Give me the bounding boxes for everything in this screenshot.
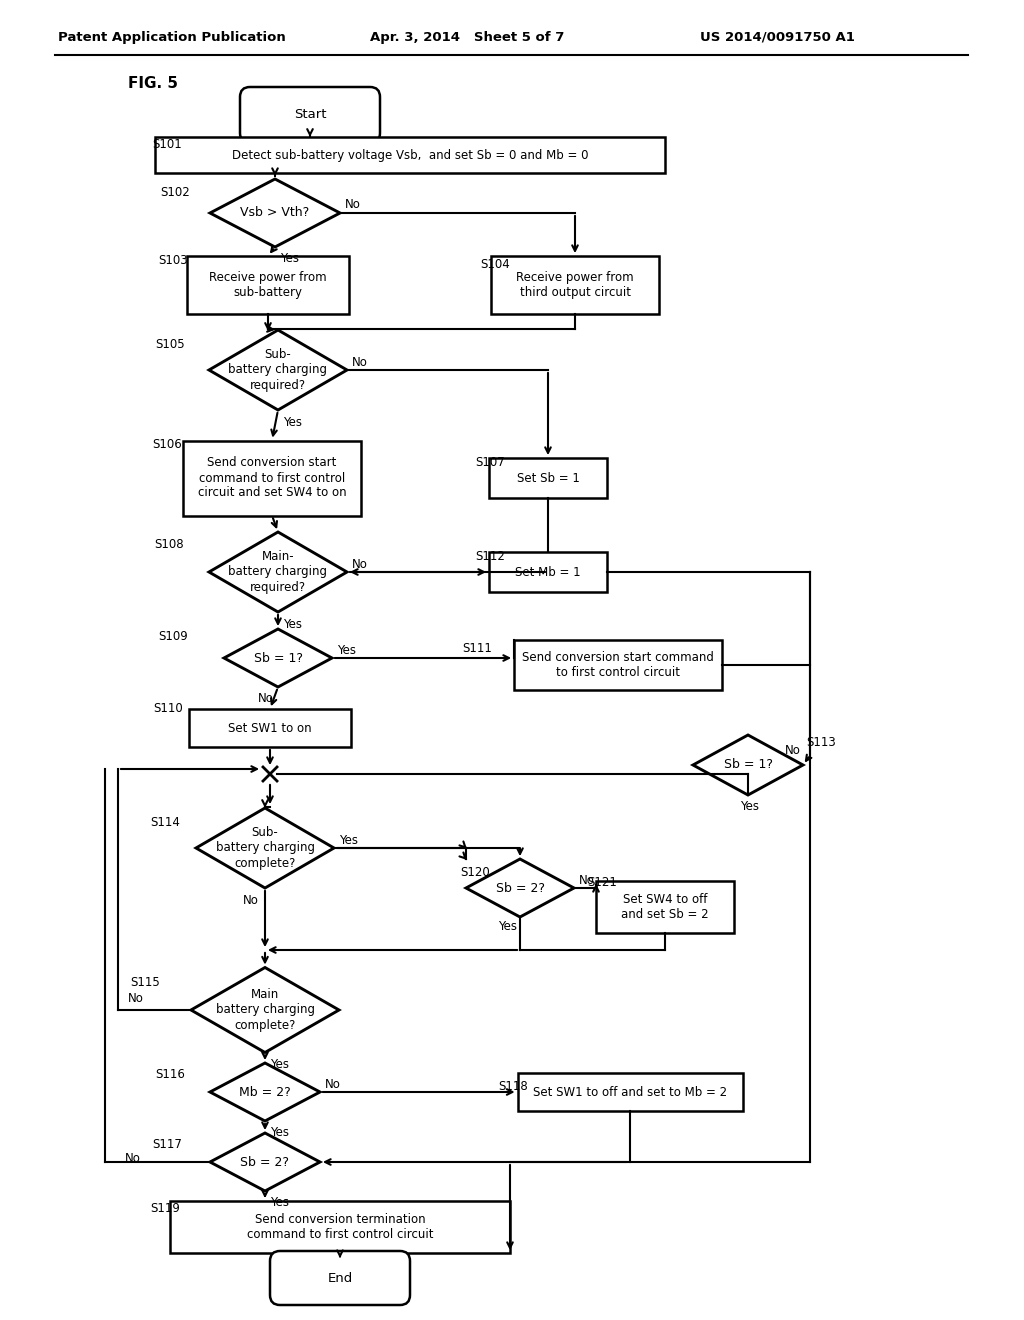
Text: S105: S105 [155, 338, 184, 351]
Polygon shape [209, 330, 347, 411]
Text: Apr. 3, 2014   Sheet 5 of 7: Apr. 3, 2014 Sheet 5 of 7 [370, 30, 564, 44]
Text: Yes: Yes [740, 800, 759, 813]
Polygon shape [210, 1063, 319, 1121]
Text: S115: S115 [130, 975, 160, 989]
Text: No: No [352, 355, 368, 368]
Polygon shape [191, 968, 339, 1052]
Text: S112: S112 [475, 550, 505, 564]
Text: Yes: Yes [498, 920, 517, 933]
Text: No: No [579, 874, 595, 887]
Text: Receive power from
third output circuit: Receive power from third output circuit [516, 271, 634, 300]
Text: S120: S120 [460, 866, 489, 879]
FancyBboxPatch shape [189, 709, 351, 747]
Text: Sb = 2?: Sb = 2? [241, 1155, 290, 1168]
Text: Set SW1 to on: Set SW1 to on [228, 722, 312, 734]
Text: Yes: Yes [270, 1126, 289, 1139]
Polygon shape [693, 735, 803, 795]
Text: Yes: Yes [337, 644, 356, 656]
Text: No: No [352, 557, 368, 570]
Text: S103: S103 [158, 253, 187, 267]
Text: Send conversion start command
to first control circuit: Send conversion start command to first c… [522, 651, 714, 678]
Text: Set SW4 to off
and set Sb = 2: Set SW4 to off and set Sb = 2 [622, 894, 709, 921]
Text: Yes: Yes [283, 618, 302, 631]
Text: Sub-
battery charging
complete?: Sub- battery charging complete? [215, 826, 314, 870]
Text: End: End [328, 1271, 352, 1284]
Text: Mb = 2?: Mb = 2? [240, 1085, 291, 1098]
Text: Set SW1 to off and set to Mb = 2: Set SW1 to off and set to Mb = 2 [532, 1085, 727, 1098]
Text: No: No [243, 894, 259, 907]
Polygon shape [210, 1133, 319, 1191]
Text: Yes: Yes [270, 1059, 289, 1071]
Text: S110: S110 [153, 701, 182, 714]
FancyBboxPatch shape [187, 256, 349, 314]
Text: Sb = 1?: Sb = 1? [724, 759, 772, 771]
Text: Detect sub-battery voltage Vsb,  and set Sb = 0 and Mb = 0: Detect sub-battery voltage Vsb, and set … [231, 149, 588, 161]
FancyBboxPatch shape [270, 1251, 410, 1305]
Text: S117: S117 [152, 1138, 182, 1151]
Text: Sb = 1?: Sb = 1? [254, 652, 302, 664]
Text: S109: S109 [158, 631, 187, 644]
Text: S108: S108 [154, 539, 183, 552]
FancyBboxPatch shape [489, 458, 607, 498]
Text: No: No [785, 743, 801, 756]
Text: S113: S113 [806, 737, 836, 750]
Polygon shape [224, 630, 332, 686]
Text: Set Mb = 1: Set Mb = 1 [515, 565, 581, 578]
FancyBboxPatch shape [596, 880, 734, 933]
FancyBboxPatch shape [240, 87, 380, 143]
Polygon shape [209, 532, 347, 612]
FancyBboxPatch shape [155, 137, 665, 173]
Text: Set Sb = 1: Set Sb = 1 [516, 471, 580, 484]
FancyBboxPatch shape [514, 640, 722, 690]
Text: Yes: Yes [339, 833, 358, 846]
Text: No: No [325, 1077, 341, 1090]
Text: S102: S102 [160, 186, 189, 199]
Text: S118: S118 [498, 1080, 527, 1093]
Text: Send conversion termination
command to first control circuit: Send conversion termination command to f… [247, 1213, 433, 1241]
Text: Yes: Yes [280, 252, 299, 265]
Text: Receive power from
sub-battery: Receive power from sub-battery [209, 271, 327, 300]
FancyBboxPatch shape [489, 552, 607, 591]
Text: S121: S121 [587, 876, 616, 890]
Text: Sub-
battery charging
required?: Sub- battery charging required? [228, 348, 328, 392]
Text: S114: S114 [150, 816, 180, 829]
Text: Main-
battery charging
required?: Main- battery charging required? [228, 550, 328, 594]
Text: Main
battery charging
complete?: Main battery charging complete? [215, 989, 314, 1031]
Text: S104: S104 [480, 259, 510, 272]
FancyBboxPatch shape [517, 1073, 742, 1111]
Text: FIG. 5: FIG. 5 [128, 75, 178, 91]
Polygon shape [210, 180, 340, 247]
FancyBboxPatch shape [183, 441, 361, 516]
Text: S106: S106 [152, 438, 181, 451]
FancyBboxPatch shape [170, 1201, 510, 1253]
Text: No: No [258, 693, 273, 705]
Text: Send conversion start
command to first control
circuit and set SW4 to on: Send conversion start command to first c… [198, 457, 346, 499]
Text: Start: Start [294, 108, 327, 121]
Text: S111: S111 [462, 642, 492, 655]
Text: No: No [125, 1151, 141, 1164]
Text: S119: S119 [150, 1201, 180, 1214]
Text: Patent Application Publication: Patent Application Publication [58, 30, 286, 44]
Polygon shape [466, 859, 574, 917]
FancyBboxPatch shape [490, 256, 659, 314]
Text: S116: S116 [155, 1068, 185, 1081]
Text: Sb = 2?: Sb = 2? [496, 882, 545, 895]
Text: US 2014/0091750 A1: US 2014/0091750 A1 [700, 30, 855, 44]
Text: Vsb > Vth?: Vsb > Vth? [241, 206, 309, 219]
Text: S107: S107 [475, 455, 505, 469]
Text: No: No [345, 198, 360, 211]
Text: No: No [128, 991, 144, 1005]
Text: Yes: Yes [283, 416, 302, 429]
Text: Yes: Yes [270, 1196, 289, 1209]
Text: S101: S101 [152, 139, 181, 152]
Polygon shape [196, 808, 334, 888]
